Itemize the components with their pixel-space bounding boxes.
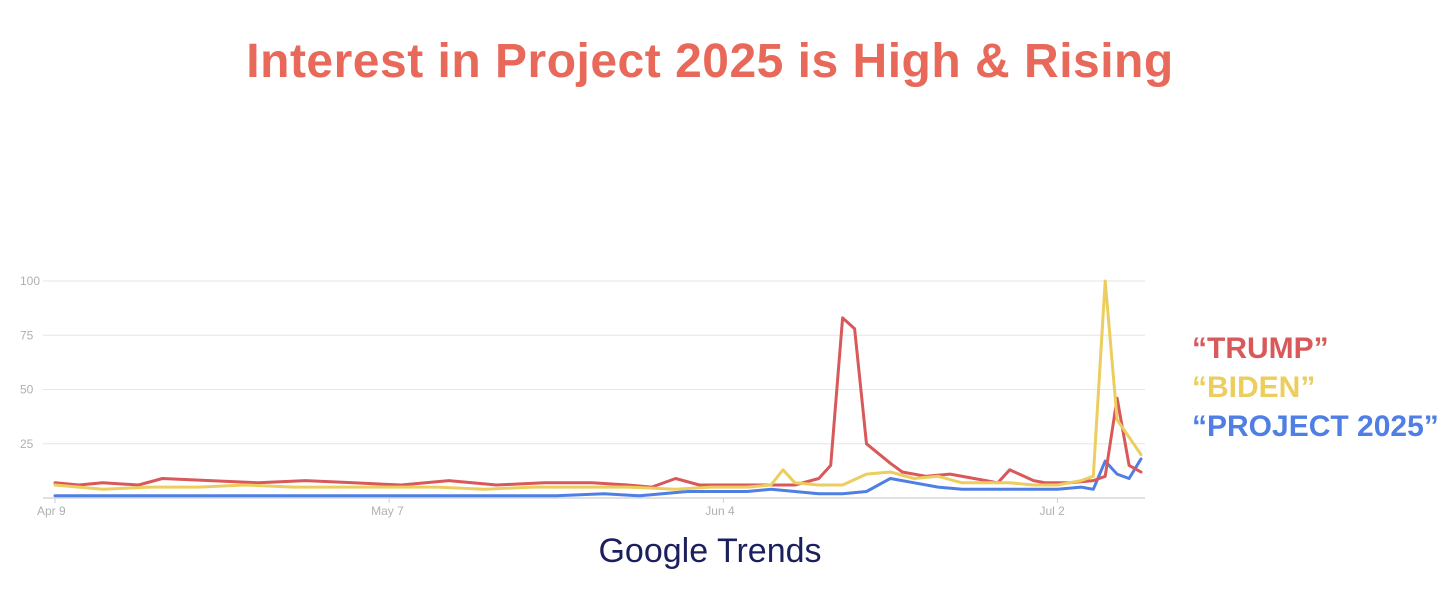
tick-layer: 100 75 50 25 Apr 9 May 7 Jun 4 Jul 2	[20, 274, 1065, 518]
x-tick-label: May 7	[371, 504, 404, 518]
legend-trump: “TRUMP”	[1192, 332, 1329, 365]
legend-biden: “BIDEN”	[1192, 371, 1316, 404]
chart-title: Interest in Project 2025 is High & Risin…	[246, 35, 1174, 88]
x-tick-label: Jun 4	[705, 504, 735, 518]
source-label: Google Trends	[598, 532, 822, 570]
y-tick-label: 25	[20, 437, 34, 451]
x-tick-label: Apr 9	[37, 504, 66, 518]
series-layer	[53, 279, 1143, 498]
legend-project-2025: “PROJECT 2025”	[1192, 410, 1439, 443]
y-tick-label: 100	[20, 274, 40, 288]
grid-layer	[43, 280, 1145, 499]
x-tick-label: Jul 2	[1039, 504, 1065, 518]
series-line-trump	[53, 316, 1143, 489]
series-line-biden	[53, 279, 1143, 491]
y-tick-label: 50	[20, 383, 34, 397]
series-line-project-2025	[53, 457, 1143, 498]
y-tick-label: 75	[20, 328, 34, 342]
